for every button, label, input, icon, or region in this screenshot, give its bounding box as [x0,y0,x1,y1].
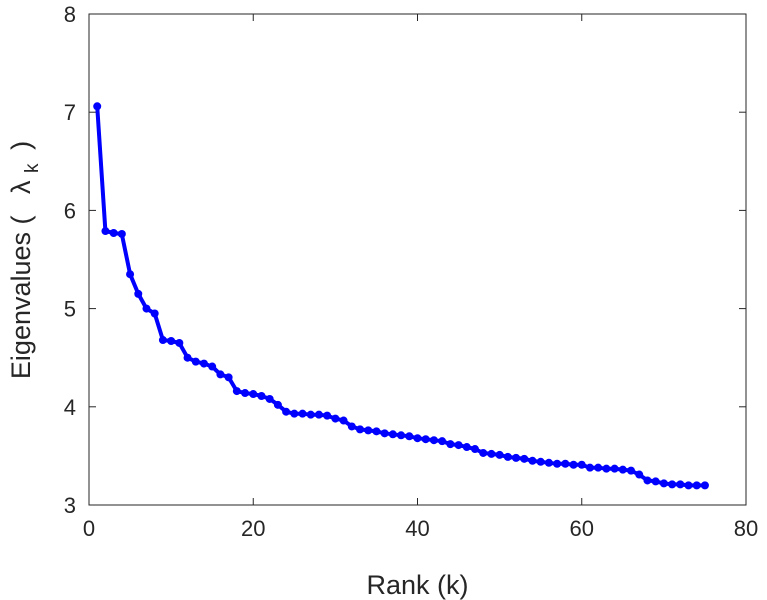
data-point [438,437,447,446]
data-point [503,452,512,461]
series-group [93,102,709,490]
data-point [216,370,225,379]
data-point [676,480,685,489]
data-point [602,464,611,473]
data-point [282,407,291,416]
y-tick-label: 3 [64,493,76,518]
data-point [314,410,323,419]
data-point [109,228,118,237]
data-point [421,435,430,444]
data-point [470,445,479,454]
y-axis-ticks: 3 4 5 6 7 8 [64,2,746,518]
data-point [356,425,365,434]
data-point [232,387,241,396]
data-point [208,362,217,371]
data-point [651,477,660,486]
data-point [126,270,135,279]
data-point [512,453,521,462]
data-point [158,336,167,345]
data-point [610,464,619,473]
data-point [290,409,299,418]
y-tick-label: 8 [64,2,76,27]
data-point [692,481,701,490]
y-axis-label-text: Eigenvalues ( [6,215,36,379]
data-point [405,432,414,441]
data-point [306,410,315,419]
y-axis-label-subscript: k [22,163,43,173]
data-point [553,459,562,468]
data-point [520,454,529,463]
data-point [265,394,274,403]
data-point [495,450,504,459]
data-point [175,338,184,347]
data-point [142,304,151,313]
data-point [635,470,644,479]
data-point [199,359,208,368]
x-tick-label: 0 [83,516,95,541]
data-point [643,476,652,485]
data-point [273,400,282,409]
data-point [446,440,455,449]
y-axis-label: Eigenvalues ( λ k ) [6,141,44,379]
data-point [101,227,110,236]
data-point [331,414,340,423]
data-point [323,411,332,420]
data-point [413,434,422,443]
data-point [536,457,545,466]
data-point [569,460,578,469]
x-tick-label: 60 [570,516,594,541]
data-point [659,479,668,488]
data-point [429,436,438,445]
y-tick-label: 5 [64,297,76,322]
data-point [150,309,159,318]
y-tick-label: 7 [64,100,76,125]
data-point [117,229,126,238]
data-point [454,441,463,450]
x-axis-ticks: 0 20 40 60 80 [83,14,758,541]
data-point [339,416,348,425]
data-point [167,337,176,346]
data-point [388,430,397,439]
data-point [241,389,250,398]
data-point [577,460,586,469]
data-point [347,422,356,431]
plot-area [88,13,747,506]
x-tick-label: 20 [241,516,265,541]
data-point [93,102,102,111]
y-tick-label: 4 [64,395,76,420]
data-point [479,448,488,457]
data-point [249,390,258,399]
data-point [224,373,233,382]
data-point [668,480,677,489]
data-point [397,431,406,440]
data-point [364,426,373,435]
y-axis-label-close: ) [6,141,36,150]
y-tick-label: 6 [64,198,76,223]
data-point [380,429,389,438]
x-axis-label: Rank (k) [366,570,468,600]
data-point [561,459,570,468]
data-point [134,289,143,298]
data-point [257,391,266,400]
data-point [594,463,603,472]
data-point [298,409,307,418]
data-point [528,456,537,465]
data-point [487,449,496,458]
data-point [618,465,627,474]
data-point [700,481,709,490]
x-tick-label: 80 [734,516,758,541]
data-point [684,481,693,490]
data-point [585,463,594,472]
data-point [627,466,636,475]
data-point [544,458,553,467]
y-axis-label-symbol: λ [6,180,36,194]
data-point [462,443,471,452]
x-tick-label: 40 [405,516,429,541]
data-point [191,357,200,366]
data-point [183,353,192,362]
data-point [372,427,381,436]
